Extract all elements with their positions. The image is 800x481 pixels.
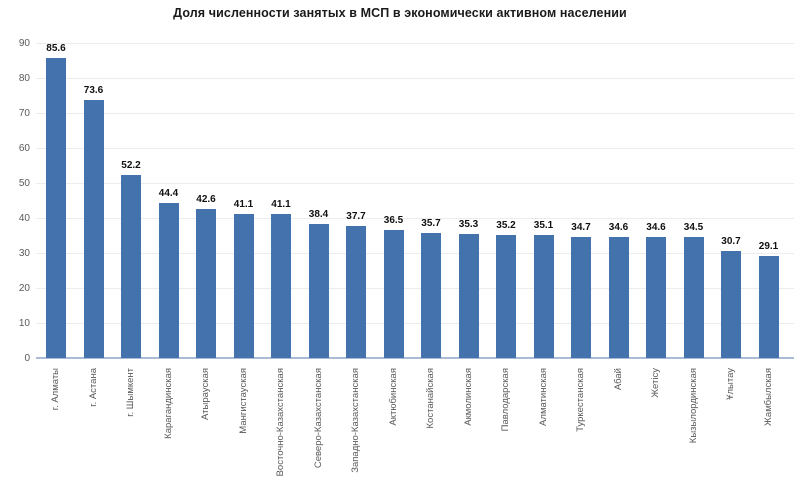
gridline [36,288,794,289]
gridline [36,218,794,219]
bar [721,250,741,358]
bar [683,237,704,358]
bar [458,234,479,358]
bar [533,235,554,358]
x-axis-category-label: Актюбинская [387,368,399,426]
bar [346,226,366,358]
gridline [36,323,794,324]
bar-value-label: 34.6 [608,221,629,233]
bar [121,175,141,358]
x-axis-category-label: г. Астана [87,368,99,407]
bar [158,202,179,358]
bar [496,234,516,358]
y-axis-tick-label: 30 [18,248,30,259]
x-axis-category-label: Алматинская [537,368,549,426]
bar-value-label: 34.5 [683,222,704,234]
x-axis-category-label: Костанайская [425,368,436,429]
x-axis-category-label: Павлодарская [500,368,511,432]
bar-value-label: 36.5 [383,215,404,227]
y-axis-tick-label: 10 [18,318,30,329]
bar-value-label: 41.1 [271,199,291,211]
bar-value-label: 35.3 [458,219,479,231]
gridline [36,78,794,79]
x-axis-line [36,357,794,359]
y-axis-tick-label: 20 [18,283,30,294]
x-axis-category-label: Западно-Казахстанская [350,368,361,473]
bar-value-label: 41.1 [233,199,254,211]
gridline [36,148,794,149]
x-axis-category-label: Северо-Казахстанская [312,368,324,469]
y-axis-tick-label: 60 [18,143,30,154]
x-axis-category-label: Ұлытау [725,368,736,400]
bar-value-label: 73.6 [83,85,104,97]
x-axis-category-label: Акмолинская [462,368,474,426]
y-axis-tick-label: 0 [24,353,30,364]
bar-value-label: 42.6 [196,193,216,205]
bar [571,236,591,358]
bar [233,214,254,358]
y-axis-tick-label: 40 [18,213,30,224]
gridline [36,113,794,114]
y-axis-tick-label: 50 [18,178,30,189]
x-axis-category-label: г. Шымкент [125,368,136,417]
bar-value-label: 30.7 [721,235,741,247]
bar [46,58,66,358]
bar [308,223,329,358]
bar [758,256,779,358]
bar-value-label: 37.7 [346,211,366,223]
gridline [36,253,794,254]
bar [83,100,104,358]
bar-value-label: 35.1 [533,220,554,232]
bar-value-label: 29.1 [758,241,779,253]
bar-value-label: 38.4 [308,208,329,220]
bar [421,233,441,358]
bar-value-label: 52.2 [121,160,141,172]
y-axis-tick-label: 80 [18,73,30,84]
y-axis-tick-label: 70 [18,108,30,119]
bar-value-label: 85.6 [46,43,66,55]
bar [383,230,404,358]
bar [271,214,291,358]
bar-value-label: 44.4 [158,187,179,199]
bar [608,236,629,358]
x-axis-category-label: Жамбылская [762,368,774,426]
x-axis-category-label: Атырауская [200,368,211,420]
chart-title: Доля численности занятых в МСП в экономи… [173,6,627,20]
x-axis-category-label: Карагандинская [162,368,174,439]
bar [646,236,666,358]
x-axis-category-label: Восточно-Казахстанская [275,368,286,477]
bar-value-label: 34.6 [646,221,666,233]
y-axis-tick-label: 90 [18,38,30,49]
gridline [36,183,794,184]
bar [196,208,216,358]
gridline [36,43,794,44]
x-axis-category-label: Мангистауская [237,368,249,434]
bar-value-label: 34.7 [571,221,591,233]
bar-value-label: 35.7 [421,218,441,230]
x-axis-category-label: Абай [612,368,624,391]
x-axis-category-label: Туркестанская [575,368,586,432]
x-axis-category-label: г. Алматы [50,368,61,411]
x-axis-category-label: Жетісу [650,368,661,398]
bar-value-label: 35.2 [496,219,516,231]
x-axis-category-label: Кызылординская [687,368,699,444]
